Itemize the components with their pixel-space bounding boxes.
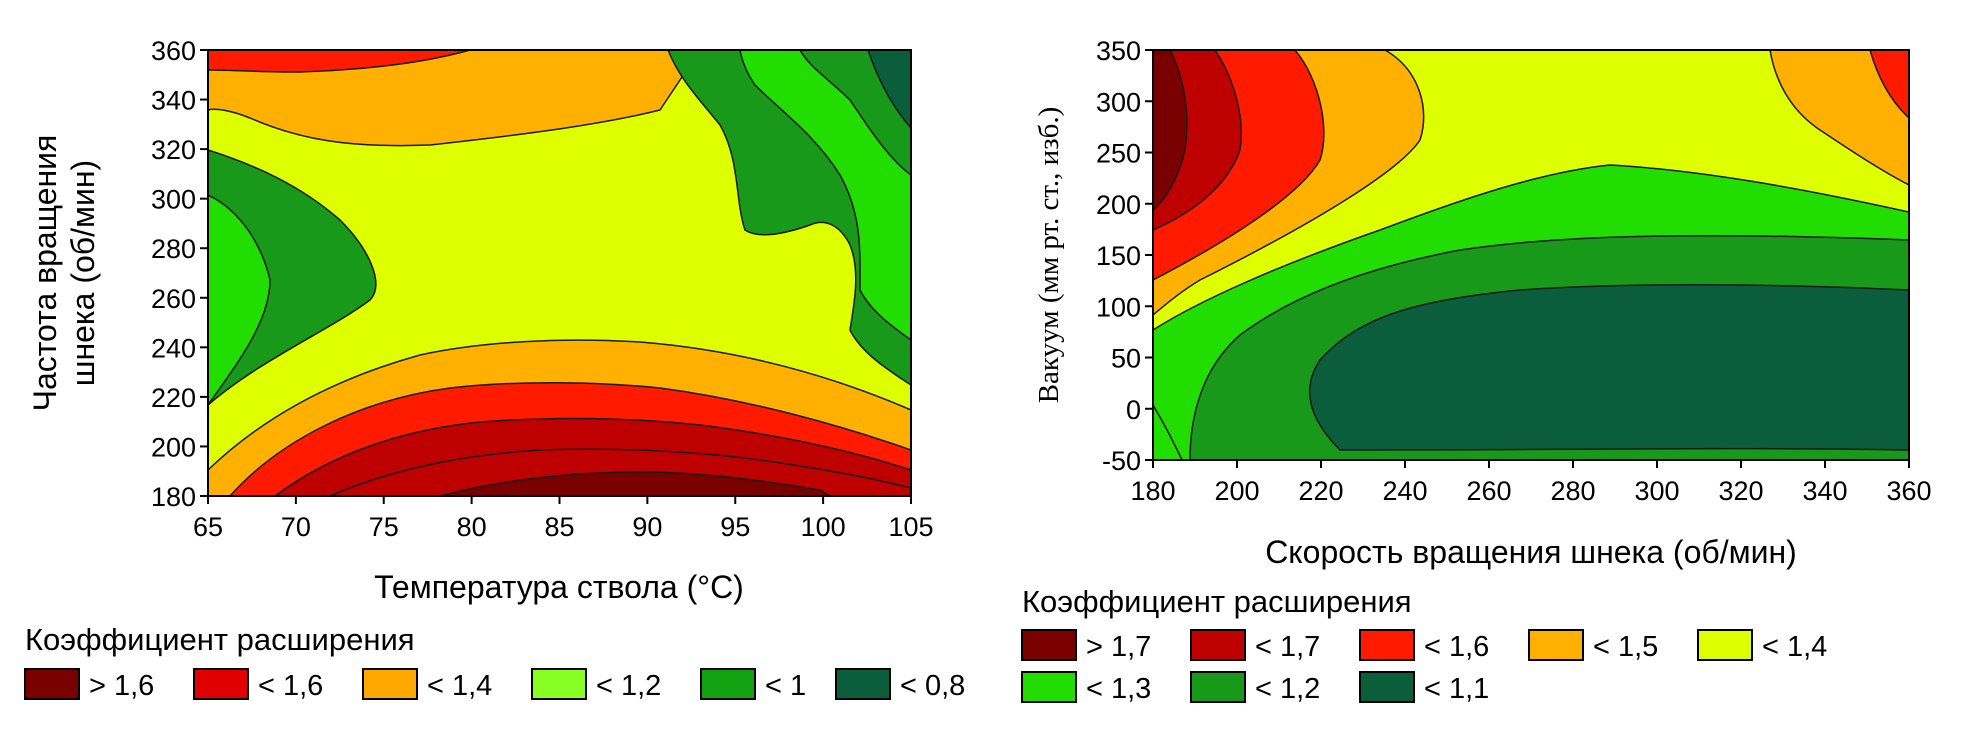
y-tick-label: 280 bbox=[151, 234, 196, 264]
region-left-lt14-top bbox=[208, 50, 701, 147]
y-axis-title-left-line1: Частота вращения bbox=[27, 135, 63, 412]
legend-label: < 1,5 bbox=[1593, 631, 1658, 663]
legend-label: < 1,6 bbox=[258, 670, 323, 702]
legend-swatch bbox=[1021, 629, 1077, 661]
x-tick-label: 95 bbox=[720, 512, 750, 542]
x-tick-label: 80 bbox=[457, 512, 487, 542]
y-axis-title-left-line2: шнека (об/мин) bbox=[65, 160, 101, 386]
y-tick-label: 320 bbox=[151, 135, 196, 165]
legend-swatch bbox=[1021, 671, 1077, 703]
x-tick-label: 220 bbox=[1298, 476, 1343, 506]
legend-swatch bbox=[1190, 629, 1246, 661]
legend-left: Коэффициент расширения > 1,6 < 1,6 < 1,4 < … bbox=[24, 622, 965, 702]
y-tick-label: 300 bbox=[151, 185, 196, 215]
legend-label: > 1,7 bbox=[1086, 631, 1151, 663]
chart-right: 180 200 220 240 260 280 300 320 340 360 -50 0 50 100 1… bbox=[1033, 36, 1932, 570]
region-right-lt15-topright bbox=[1769, 50, 1909, 186]
legend-left-title: Коэффициент расширения bbox=[25, 622, 415, 657]
axis-ticks-right: 180 200 220 240 260 280 300 320 340 360 -50 0 50 100 1… bbox=[1096, 36, 1932, 506]
x-tick-label: 100 bbox=[801, 512, 846, 542]
chart-left: 65 70 75 80 85 90 95 100 105 180 200 220 240 260 280 30… bbox=[27, 36, 934, 605]
legend-label: > 1,6 bbox=[89, 670, 154, 702]
legend-label: < 1,6 bbox=[1424, 631, 1489, 663]
x-tick-label: 300 bbox=[1634, 476, 1679, 506]
legend-label: < 0,8 bbox=[900, 670, 965, 702]
legend-label: < 1,4 bbox=[427, 670, 492, 702]
x-tick-label: 320 bbox=[1718, 476, 1763, 506]
x-tick-label: 70 bbox=[281, 512, 311, 542]
x-tick-label: 180 bbox=[1130, 476, 1175, 506]
y-tick-label: 220 bbox=[151, 383, 196, 413]
legend-label: < 1,1 bbox=[1424, 673, 1489, 705]
x-tick-label: 340 bbox=[1802, 476, 1847, 506]
y-tick-label: 260 bbox=[151, 284, 196, 314]
region-right-gt17-left bbox=[1153, 50, 1188, 211]
x-tick-label: 90 bbox=[632, 512, 662, 542]
x-tick-label: 75 bbox=[369, 512, 399, 542]
y-tick-label: -50 bbox=[1102, 446, 1141, 476]
x-tick-label: 105 bbox=[888, 512, 933, 542]
legend-swatch bbox=[531, 668, 587, 700]
y-tick-label: 360 bbox=[151, 36, 196, 66]
legend-swatch bbox=[362, 668, 418, 700]
legend-swatch bbox=[193, 668, 249, 700]
legend-label: < 1,3 bbox=[1086, 673, 1151, 705]
y-tick-label: 180 bbox=[151, 482, 196, 512]
legend-swatch bbox=[1528, 629, 1584, 661]
x-axis-title-left: Температура ствола (°C) bbox=[374, 569, 744, 605]
legend-swatch bbox=[1697, 629, 1753, 661]
y-tick-label: 340 bbox=[151, 86, 196, 116]
y-tick-label: 150 bbox=[1096, 241, 1141, 271]
legend-swatch bbox=[835, 668, 891, 700]
y-tick-label: 50 bbox=[1111, 344, 1141, 374]
axis-ticks-left: 65 70 75 80 85 90 95 100 105 180 200 220 240 260 280 30… bbox=[151, 36, 934, 542]
y-tick-label: 240 bbox=[151, 333, 196, 363]
legend-label: < 1,2 bbox=[1255, 673, 1320, 705]
y-tick-label: 100 bbox=[1096, 292, 1141, 322]
legend-swatch bbox=[1190, 671, 1246, 703]
legend-label: < 1,2 bbox=[596, 670, 661, 702]
x-axis-title-right: Скорость вращения шнека (об/мин) bbox=[1265, 534, 1797, 570]
legend-label: < 1,4 bbox=[1762, 631, 1827, 663]
y-tick-label: 250 bbox=[1096, 139, 1141, 169]
legend-label: < 1,7 bbox=[1255, 631, 1320, 663]
y-tick-label: 200 bbox=[1096, 190, 1141, 220]
y-axis-title-right: Вакуум (мм рт. ст., изб.) bbox=[1033, 107, 1065, 404]
x-tick-label: 360 bbox=[1886, 476, 1931, 506]
region-left-lt1-left bbox=[208, 194, 271, 407]
x-tick-label: 280 bbox=[1550, 476, 1595, 506]
y-tick-label: 0 bbox=[1126, 395, 1141, 425]
legend-swatch bbox=[24, 668, 80, 700]
legend-right: Коэффициент расширения > 1,7 < 1,7 < 1,6 < … bbox=[1021, 584, 1827, 705]
region-left-gt16-core bbox=[439, 471, 832, 496]
legend-label: < 1 bbox=[765, 670, 806, 702]
y-tick-label: 200 bbox=[151, 432, 196, 462]
x-tick-label: 200 bbox=[1214, 476, 1259, 506]
legend-right-title: Коэффициент расширения bbox=[1022, 584, 1412, 619]
legend-swatch bbox=[1359, 629, 1415, 661]
region-left-lt16-topleft bbox=[208, 50, 471, 73]
x-tick-label: 65 bbox=[193, 512, 223, 542]
y-tick-label: 300 bbox=[1096, 87, 1141, 117]
y-tick-label: 350 bbox=[1096, 36, 1141, 66]
region-right-lt11-core bbox=[1308, 284, 1909, 451]
x-tick-label: 240 bbox=[1382, 476, 1427, 506]
legend-swatch bbox=[1359, 671, 1415, 703]
x-tick-label: 85 bbox=[544, 512, 574, 542]
legend-swatch bbox=[700, 668, 756, 700]
x-tick-label: 260 bbox=[1466, 476, 1511, 506]
